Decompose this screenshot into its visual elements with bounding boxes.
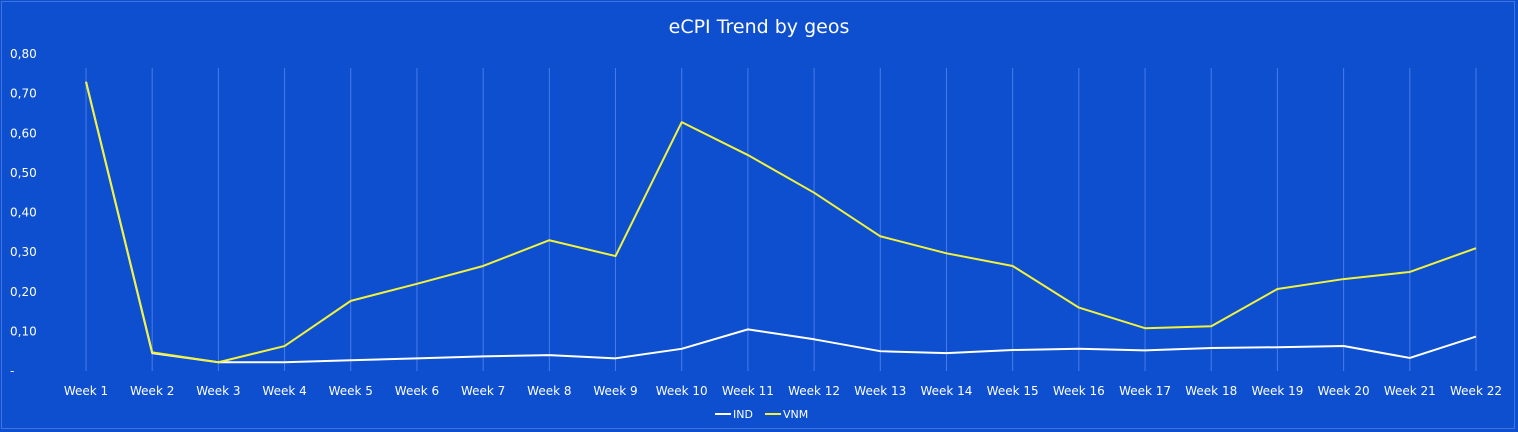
x-tick-label: Week 10: [656, 384, 708, 398]
x-tick-label: Week 21: [1384, 384, 1436, 398]
axis-layer: - 0,10 0,20 0,30 0,40 0,50 0,60 0,70 0,80 Week 1 W…: [10, 47, 1502, 398]
grid-layer: [85, 68, 1477, 371]
series-line-vnm: [85, 81, 1477, 364]
legend-label-vnm: VNM: [783, 408, 808, 421]
x-tick-label: Week 12: [788, 384, 840, 398]
legend-label-ind: IND: [733, 408, 753, 421]
x-tick-label: Week 7: [461, 384, 505, 398]
y-tick-label: -: [10, 364, 14, 378]
y-tick-label: 0,30: [10, 245, 37, 259]
x-tick-label: Week 13: [854, 384, 906, 398]
y-tick-label: 0,80: [10, 47, 37, 61]
y-tick-label: 0,50: [10, 166, 37, 180]
x-tick-label: Week 4: [262, 384, 306, 398]
x-tick-label: Week 15: [987, 384, 1039, 398]
y-tick-label: 0,40: [10, 206, 37, 220]
x-tick-label: Week 8: [527, 384, 571, 398]
x-tick-label: Week 11: [722, 384, 774, 398]
x-tick-label: Week 22: [1450, 384, 1502, 398]
legend: IND VNM: [715, 408, 808, 421]
x-tick-label: Week 3: [196, 384, 240, 398]
x-tick-label: Week 17: [1119, 384, 1171, 398]
x-tick-label: Week 6: [395, 384, 439, 398]
x-tick-label: Week 5: [329, 384, 373, 398]
x-tick-label: Week 9: [593, 384, 637, 398]
series-layer: [85, 81, 1477, 364]
x-tick-label: Week 14: [920, 384, 972, 398]
x-tick-label: Week 20: [1318, 384, 1370, 398]
series-line-ind: [85, 81, 1477, 364]
y-tick-label: 0,70: [10, 87, 37, 101]
x-tick-label: Week 16: [1053, 384, 1105, 398]
x-tick-label: Week 2: [130, 384, 174, 398]
x-tick-label: Week 1: [64, 384, 108, 398]
x-tick-label: Week 19: [1251, 384, 1303, 398]
x-tick-label: Week 18: [1185, 384, 1237, 398]
y-tick-label: 0,60: [10, 126, 37, 140]
chart-title: eCPI Trend by geos: [669, 16, 850, 38]
y-tick-label: 0,10: [10, 324, 37, 338]
y-tick-label: 0,20: [10, 285, 37, 299]
